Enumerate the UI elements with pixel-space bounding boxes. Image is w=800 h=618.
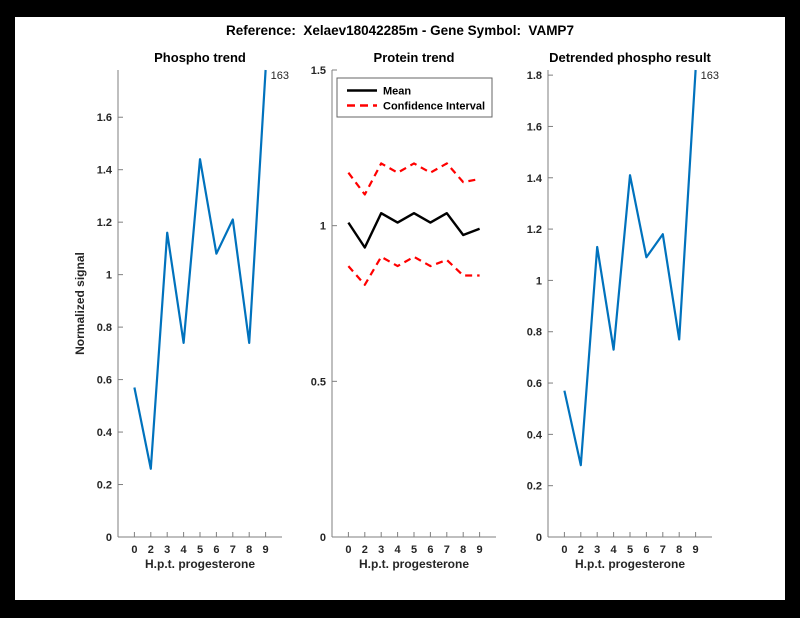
x-axis-label: H.p.t. progesterone <box>575 557 685 571</box>
chart-detrended-phospho: 0 2 3 4 5 6 7 8 900.20.40.60.811.21.41.61.8Detre… <box>527 50 719 571</box>
y-tick-label: 0 <box>536 532 542 544</box>
phospho-signal-line <box>133 69 267 470</box>
y-tick-label: 0 <box>106 532 112 544</box>
figure-canvas: Reference: Xelaev18042285m - Gene Symbol… <box>15 17 785 600</box>
y-tick-label: 0.6 <box>97 375 112 387</box>
x-tick-label: 4 <box>611 544 618 556</box>
subplots-svg: 0 2 3 4 5 6 7 8 900.20.40.60.811.21.41.6Phospho … <box>73 50 719 571</box>
y-tick-label: 0.6 <box>527 378 542 390</box>
x-tick-label: 7 <box>444 544 450 556</box>
x-axis-label: H.p.t. progesterone <box>145 557 255 571</box>
figure-title: Reference: Xelaev18042285m - Gene Symbol… <box>226 23 574 38</box>
x-tick-label: 5 <box>197 544 203 556</box>
y-tick-label: 1.8 <box>527 70 542 82</box>
peak-point-label: 163 <box>701 70 719 82</box>
y-tick-label: 1.6 <box>97 112 112 124</box>
x-tick-label: 0 <box>345 544 351 556</box>
y-tick-label: 0.8 <box>97 322 112 334</box>
y-tick-label: 1.4 <box>527 173 543 185</box>
x-tick-label: 3 <box>594 544 600 556</box>
subplot-title: Detrended phospho result <box>549 50 711 65</box>
x-tick-label: 0 <box>561 544 567 556</box>
x-tick-label: 9 <box>263 544 269 556</box>
y-tick-label: 0 <box>320 532 326 544</box>
legend-box <box>336 77 493 118</box>
y-tick-label: 1.6 <box>527 121 542 133</box>
legend-entry-label: Mean <box>383 86 411 98</box>
y-tick-label: 0.8 <box>527 327 542 339</box>
y-tick-label: 1.5 <box>311 65 326 77</box>
x-tick-label: 7 <box>660 544 666 556</box>
y-tick-label: 0.5 <box>311 376 326 388</box>
y-tick-label: 1.2 <box>97 217 112 229</box>
subplot-title: Protein trend <box>374 50 455 65</box>
y-tick-label: 1.4 <box>97 165 113 177</box>
x-tick-label: 2 <box>148 544 154 556</box>
y-axis-label: Normalized signal <box>73 252 87 355</box>
x-tick-label: 3 <box>164 544 170 556</box>
y-tick-label: 0.2 <box>97 480 112 492</box>
peak-point-label: 163 <box>271 70 289 82</box>
x-tick-label: 5 <box>411 544 417 556</box>
x-tick-label: 3 <box>378 544 384 556</box>
y-tick-label: 1 <box>320 221 326 233</box>
ci-lower-line <box>347 255 480 286</box>
mean-line <box>347 211 481 249</box>
chart-phospho-trend: 0 2 3 4 5 6 7 8 900.20.40.60.811.21.41.6Phospho … <box>73 50 289 571</box>
x-tick-label: 4 <box>395 544 402 556</box>
detrended-signal-line <box>563 69 697 467</box>
legend: Mean Confidence Interval <box>336 77 493 118</box>
x-tick-label: 2 <box>578 544 584 556</box>
x-tick-label: 8 <box>246 544 252 556</box>
y-tick-label: 1.2 <box>527 224 542 236</box>
legend-entry-label: Confidence Interval <box>383 101 485 113</box>
x-tick-label: 8 <box>676 544 682 556</box>
y-tick-label: 0.4 <box>527 429 543 441</box>
x-tick-label: 0 <box>131 544 137 556</box>
x-tick-label: 7 <box>230 544 236 556</box>
x-tick-label: 6 <box>427 544 433 556</box>
y-tick-label: 0.2 <box>527 481 542 493</box>
y-tick-label: 1 <box>106 270 112 282</box>
x-tick-label: 8 <box>460 544 466 556</box>
x-tick-label: 4 <box>181 544 188 556</box>
x-tick-label: 6 <box>213 544 219 556</box>
x-tick-label: 2 <box>362 544 368 556</box>
ci-upper-line <box>347 162 480 196</box>
subplot-title: Phospho trend <box>154 50 246 65</box>
x-tick-label: 9 <box>693 544 699 556</box>
x-tick-label: 6 <box>643 544 649 556</box>
y-tick-label: 0.4 <box>97 427 113 439</box>
y-tick-label: 1 <box>536 275 542 287</box>
x-tick-label: 5 <box>627 544 633 556</box>
x-tick-label: 9 <box>477 544 483 556</box>
x-axis-label: H.p.t. progesterone <box>359 557 469 571</box>
